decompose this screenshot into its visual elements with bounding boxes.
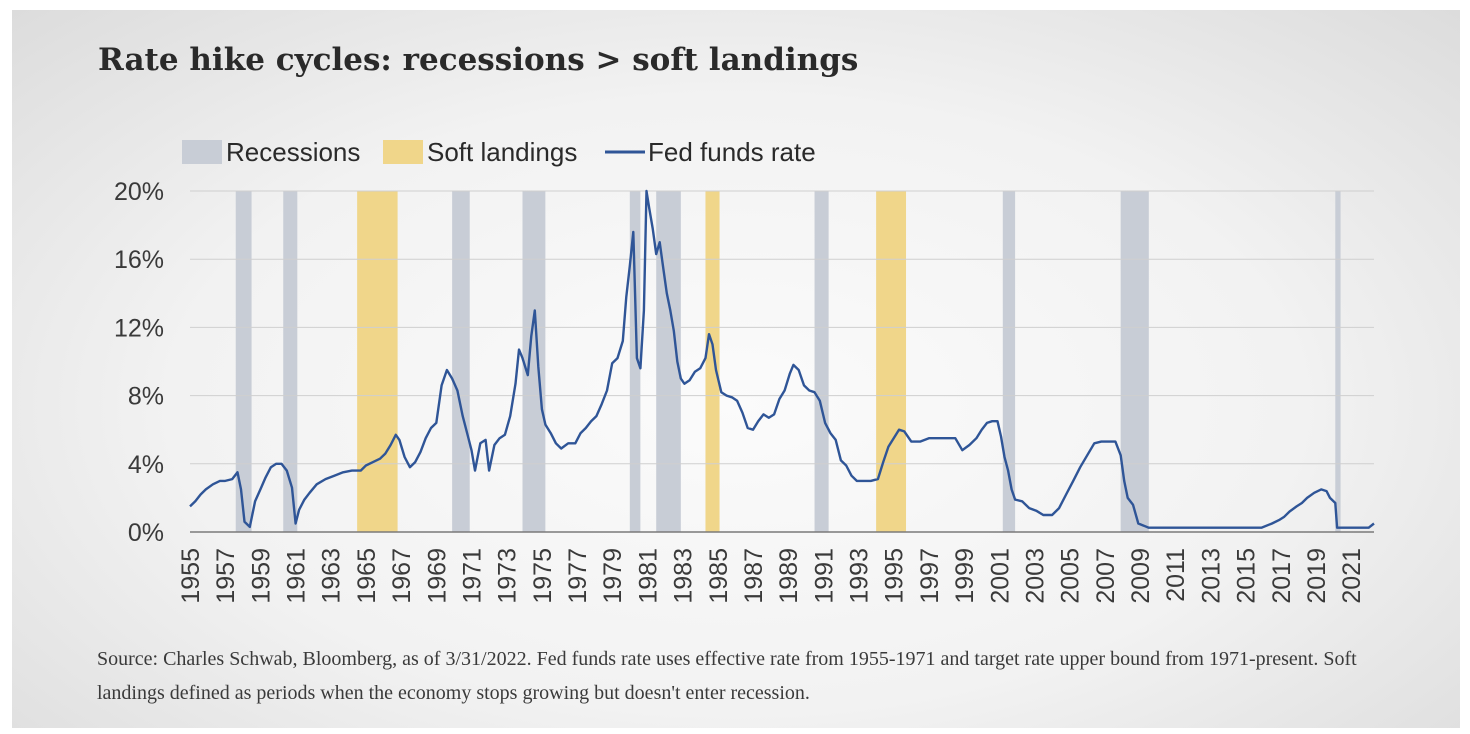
y-tick-label: 16%: [114, 246, 164, 274]
x-tick-label: 2007: [1092, 548, 1120, 604]
recession-band: [235, 191, 252, 532]
y-tick-label: 4%: [128, 451, 164, 479]
recession-band: [629, 191, 641, 532]
x-axis-ticks: 1955 1957 1959 1961 1963 1965 1967 1969 1971 1973…: [177, 548, 1366, 604]
y-tick-label: 20%: [114, 178, 164, 206]
legend-recessions-label: Recessions: [226, 137, 360, 167]
x-tick-label: 1981: [634, 548, 662, 604]
x-tick-label: 1959: [247, 548, 275, 604]
x-tick-label: 1975: [529, 548, 557, 604]
recession-band: [452, 191, 470, 532]
shaded-bands: [235, 191, 1341, 532]
x-tick-label: 1969: [423, 548, 451, 604]
source-note: Source: Charles Schwab, Bloomberg, as of…: [97, 648, 1357, 704]
fed-funds-rate-line: [189, 189, 1375, 529]
recession-band: [1335, 191, 1341, 532]
x-tick-label: 1983: [670, 548, 698, 604]
x-tick-label: 1971: [458, 548, 486, 604]
recession-band: [522, 191, 546, 532]
series-lines: [189, 189, 1375, 529]
x-tick-label: 2021: [1338, 548, 1366, 604]
x-tick-label: 1993: [846, 548, 874, 604]
x-tick-label: 1967: [388, 548, 416, 604]
gridlines: [190, 190, 1374, 533]
legend-fed-funds-label: Fed funds rate: [648, 137, 816, 167]
soft-landing-band: [876, 191, 907, 532]
y-tick-label: 8%: [128, 383, 164, 411]
x-tick-label: 1963: [318, 548, 346, 604]
legend: Recessions Soft landings Fed funds rate: [182, 137, 816, 167]
x-tick-label: 1979: [599, 548, 627, 604]
x-tick-label: 1955: [177, 548, 205, 604]
x-tick-label: 1991: [810, 548, 838, 604]
recession-band: [283, 191, 298, 532]
x-tick-label: 1987: [740, 548, 768, 604]
legend-soft-landings-label: Soft landings: [427, 137, 577, 167]
legend-recessions-swatch: [182, 140, 222, 164]
x-tick-label: 1961: [283, 548, 311, 604]
x-tick-label: 2017: [1268, 548, 1296, 604]
x-tick-label: 2001: [986, 548, 1014, 604]
recession-band: [1002, 191, 1016, 532]
x-tick-label: 1989: [775, 548, 803, 604]
chart-title: Rate hike cycles: recessions > soft land…: [98, 42, 859, 78]
x-tick-label: 1973: [494, 548, 522, 604]
soft-landing-band: [705, 191, 720, 532]
chart-card: [12, 10, 1460, 728]
x-tick-label: 2015: [1233, 548, 1261, 604]
x-tick-label: 1999: [951, 548, 979, 604]
x-tick-label: 2005: [1057, 548, 1085, 604]
recession-band: [1120, 191, 1149, 532]
x-tick-label: 1977: [564, 548, 592, 604]
legend-soft-landings-swatch: [383, 140, 423, 164]
y-axis-ticks: 0% 4% 8% 12% 16% 20%: [114, 178, 164, 547]
x-tick-label: 1997: [916, 548, 944, 604]
x-tick-label: 2011: [1162, 548, 1190, 602]
x-tick-label: 2019: [1303, 548, 1331, 604]
x-tick-label: 2013: [1197, 548, 1225, 604]
y-tick-label: 0%: [128, 519, 164, 547]
x-tick-label: 2009: [1127, 548, 1155, 604]
x-tick-label: 1965: [353, 548, 381, 604]
x-tick-label: 1957: [212, 548, 240, 604]
x-tick-label: 2003: [1021, 548, 1049, 604]
x-tick-label: 1985: [705, 548, 733, 604]
soft-landing-band: [357, 191, 398, 532]
x-tick-label: 1995: [881, 548, 909, 604]
recession-band: [814, 191, 829, 532]
y-tick-label: 12%: [114, 314, 164, 342]
